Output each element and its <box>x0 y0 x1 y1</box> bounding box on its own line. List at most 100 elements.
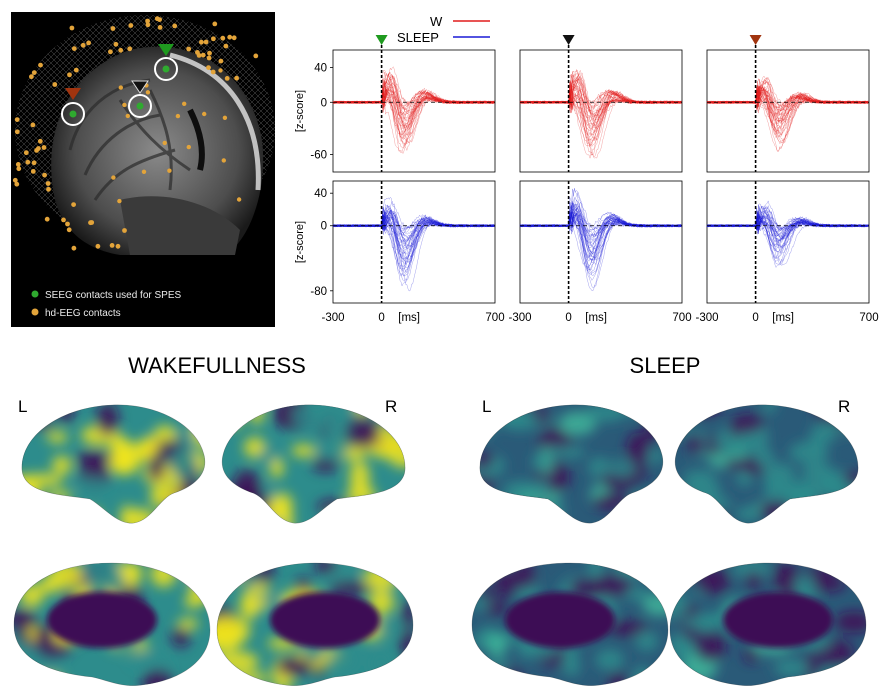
eeg-contact <box>224 76 230 81</box>
activity-blob <box>787 483 824 504</box>
x-tick-label: 0 <box>378 312 384 324</box>
eeg-contact <box>210 69 216 75</box>
trace <box>332 205 495 252</box>
activity-blob <box>498 668 524 679</box>
plot-w-green: 40 0 -60 [z-score] <box>294 45 496 173</box>
hd-eeg-contacts <box>12 16 259 251</box>
brain-sleep-medial-right <box>669 562 867 687</box>
activity-blob <box>21 505 48 524</box>
trace <box>706 216 869 239</box>
activity-blob <box>591 574 633 597</box>
trace <box>519 98 682 130</box>
trace <box>519 212 682 237</box>
x-tick-label: 0 <box>752 312 758 324</box>
activity-blob <box>691 495 732 511</box>
eeg-contact <box>71 245 77 251</box>
eeg-contact <box>12 177 18 183</box>
trace <box>519 201 682 233</box>
activity-blob <box>694 508 728 524</box>
activity-blob <box>327 651 357 669</box>
trace <box>332 223 495 267</box>
trace <box>706 215 869 238</box>
brain-wake-lateral-left <box>21 404 206 524</box>
eeg-contact <box>61 217 66 223</box>
activity-blob <box>82 563 119 585</box>
activity-blob <box>330 564 358 584</box>
x-tick-label: 0 <box>565 312 571 324</box>
activity-blob <box>171 626 191 648</box>
activity-blob <box>812 577 846 592</box>
eeg-contact <box>145 22 151 28</box>
cerebellum <box>120 196 240 255</box>
trace <box>519 73 682 117</box>
eeg-contact <box>167 168 172 173</box>
trace <box>519 211 682 262</box>
activity-blob <box>184 595 202 609</box>
activity-blob <box>682 477 722 499</box>
eeg-contact <box>118 47 124 53</box>
activity-blob <box>479 494 496 524</box>
trace <box>519 80 682 136</box>
trace <box>332 200 495 230</box>
trace <box>706 212 869 240</box>
plot-w-brown <box>706 45 870 173</box>
eeg-contact <box>157 25 163 30</box>
trace <box>332 86 495 144</box>
eeg-contact <box>127 46 133 52</box>
activity-blob <box>652 563 665 573</box>
trace <box>706 79 869 135</box>
eeg-contact <box>25 159 31 165</box>
trace <box>519 210 682 261</box>
trace <box>519 85 682 157</box>
activity-blob <box>558 411 597 436</box>
activity-blob <box>810 673 852 686</box>
trace <box>519 74 682 122</box>
eeg-contact <box>109 243 115 248</box>
trace <box>519 94 682 126</box>
eeg-contact <box>71 202 76 208</box>
activity-blob <box>804 566 840 579</box>
trace <box>332 73 495 105</box>
activity-blob <box>35 628 49 641</box>
x-tick-label: -300 <box>508 312 531 324</box>
eeg-contact <box>182 101 187 107</box>
trace <box>332 216 495 235</box>
stim-marker-brown-icon <box>749 35 762 45</box>
plot-w-black <box>519 45 683 173</box>
activity-blob <box>183 571 210 583</box>
sleep-left-label: L <box>482 397 491 416</box>
eeg-contact <box>207 50 212 56</box>
eeg-contact <box>212 21 218 27</box>
plot-frame <box>706 180 870 304</box>
eeg-contact <box>218 68 223 73</box>
eeg-contact <box>36 146 41 151</box>
activity-blob <box>33 674 66 686</box>
activity-blob <box>232 672 270 684</box>
eeg-contact <box>227 34 233 40</box>
trace <box>332 214 495 292</box>
trace <box>706 85 869 130</box>
activity-blob <box>311 446 350 458</box>
activity-blob <box>21 486 42 503</box>
trace <box>333 210 495 247</box>
activity-blob <box>389 518 406 524</box>
activity-blob <box>124 508 156 524</box>
plot-frame <box>519 180 683 304</box>
trace <box>519 218 682 259</box>
trace <box>332 220 495 242</box>
activity-blob <box>52 455 72 475</box>
eeg-contact <box>46 186 51 192</box>
activity-blob <box>670 568 687 582</box>
eeg-contact <box>38 62 43 68</box>
trace <box>706 209 869 248</box>
trace <box>519 202 682 259</box>
activity-blob <box>788 441 829 464</box>
trace <box>706 87 869 135</box>
activity-blob <box>271 492 293 519</box>
trace <box>519 218 682 242</box>
trace <box>706 205 869 241</box>
trace <box>519 69 682 105</box>
trace <box>706 215 869 247</box>
eeg-contact <box>42 172 47 178</box>
activity-blob <box>762 404 776 414</box>
